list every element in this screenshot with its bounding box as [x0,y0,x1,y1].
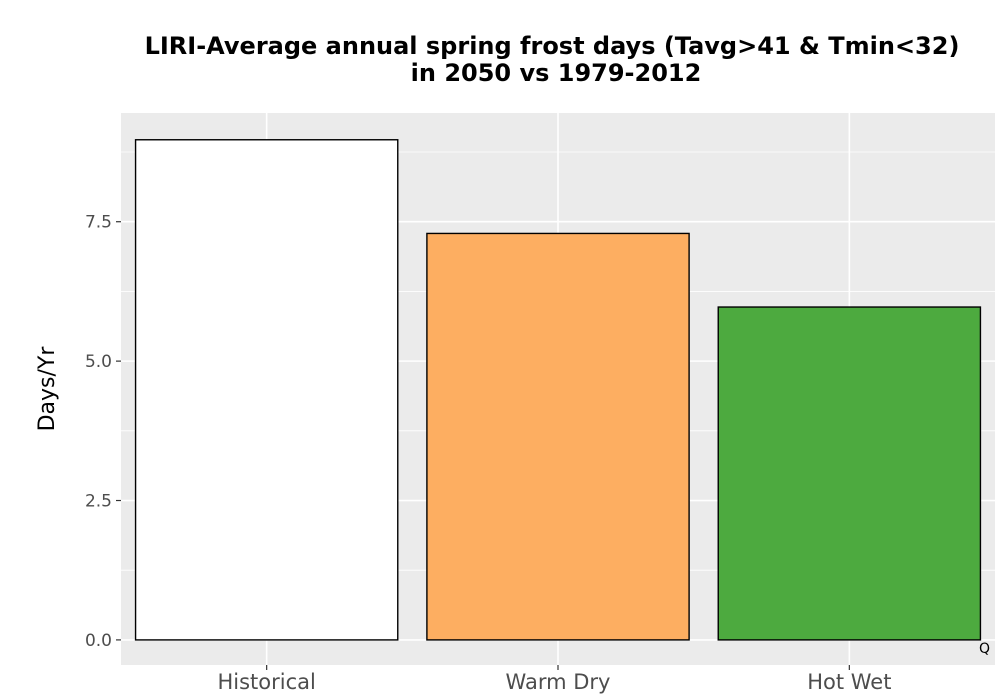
y-axis-label: Days/Yr [35,346,60,432]
x-tick-label: Historical [217,670,315,694]
chart-title: LIRI-Average annual spring frost days (T… [145,32,960,60]
y-tick-label: 0.0 [85,631,112,651]
chart-subtitle: in 2050 vs 1979-2012 [411,59,702,87]
y-tick-label: 2.5 [85,492,112,512]
bar-warm-dry [426,232,690,641]
bars [134,139,982,641]
x-tick-label: Warm Dry [506,670,611,694]
x-tick-label: Hot Wet [807,670,891,694]
y-axis: 0.0 2.5 5.0 7.5 [85,213,121,651]
bar-hot-wet [717,306,982,641]
x-axis: Historical Warm Dry Hot Wet [217,665,891,694]
bar-historical [134,139,399,641]
corner-note: Q [979,641,990,657]
y-tick-label: 7.5 [85,213,112,233]
y-tick-label: 5.0 [85,352,112,372]
